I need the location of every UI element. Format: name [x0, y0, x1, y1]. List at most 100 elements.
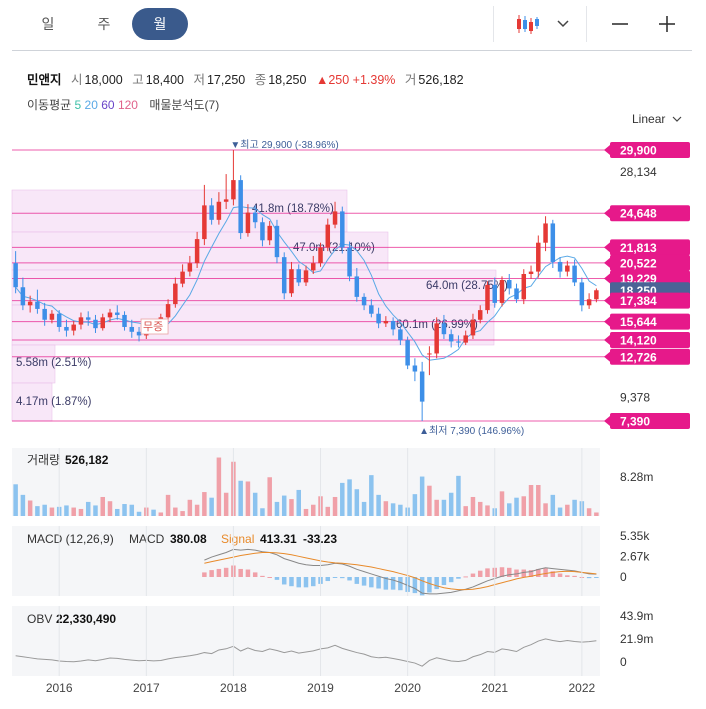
chart-type-dropdown[interactable]: [548, 10, 578, 38]
tab-month[interactable]: 월: [132, 8, 188, 40]
macd-histogram-bar: [311, 577, 316, 587]
zoom-in-button[interactable]: [647, 10, 687, 38]
chart-type-button[interactable]: [508, 10, 548, 38]
volume-bar: [390, 503, 396, 516]
candle-body: [347, 247, 352, 277]
volume-bar: [78, 508, 84, 516]
macd-histogram-bar: [245, 569, 251, 577]
volume-profile-label[interactable]: 매물분석도(7): [149, 98, 220, 112]
candle-body: [20, 287, 26, 306]
volume-bar: [361, 501, 367, 516]
macd-histogram-bar: [536, 568, 541, 577]
macd-histogram-bar: [361, 577, 367, 586]
candle-body: [470, 319, 476, 336]
volume-bar: [42, 504, 47, 516]
price-axis-label: 28,134: [620, 165, 657, 179]
volume-bar: [369, 475, 374, 516]
macd-histogram-bar: [376, 577, 381, 589]
candle-body: [71, 324, 76, 331]
candlestick-icon: [517, 15, 539, 34]
volume-bar: [419, 476, 425, 516]
candle-body: [579, 282, 585, 306]
zoom-out-button[interactable]: [600, 10, 640, 38]
candle-body: [209, 205, 214, 220]
price-level-tag: [610, 331, 690, 348]
macd-histogram-bar: [594, 577, 599, 578]
candle-body: [13, 263, 18, 288]
volume-bar: [35, 506, 40, 516]
low-marker: ▲최저 7,390 (146.96%): [419, 425, 524, 437]
obv-panel-label: OBV: [27, 612, 52, 626]
volume-panel: 거래량 526,182 8.28m: [12, 448, 653, 516]
low-label: 저: [193, 73, 205, 87]
macd-axis-label: 0: [620, 570, 627, 584]
candle-body: [477, 310, 483, 320]
candle-body: [405, 340, 410, 366]
volume-bar: [151, 509, 156, 516]
price-level-tag: [610, 254, 690, 271]
volume-bar: [572, 499, 577, 516]
volume-profile-bar: [11, 382, 53, 422]
price-level-pointer: [604, 273, 610, 284]
x-axis-label: 2020: [394, 681, 421, 695]
price-level-tag: [610, 239, 690, 256]
macd-histogram-bar: [586, 577, 592, 579]
candle-body: [49, 313, 55, 320]
volume-bar: [187, 499, 193, 516]
volume-bar: [165, 494, 171, 516]
candle-body: [340, 211, 345, 248]
volume-bar: [245, 481, 251, 516]
price-level-tag: [610, 205, 690, 222]
price-level-tag: [610, 313, 690, 330]
ma5-label: 5: [74, 98, 82, 112]
tab-day[interactable]: 일: [41, 16, 55, 32]
macd-histogram-bar: [223, 567, 229, 577]
macd-histogram-bar: [267, 577, 272, 578]
price-level-tag: [610, 142, 690, 158]
volume-bar: [543, 503, 548, 516]
macd-histogram-bar: [347, 577, 352, 581]
volume-bar: [107, 501, 113, 516]
scale-selector[interactable]: Linear: [632, 112, 682, 126]
macd-histogram-bar: [260, 575, 265, 577]
signal-label: Signal: [221, 532, 254, 546]
volume-axis-label: 8.28m: [620, 470, 653, 484]
candle-body: [528, 271, 534, 275]
volume-bar: [485, 505, 490, 516]
candle-body: [441, 323, 447, 335]
volume-bar: [180, 511, 185, 516]
macd-histogram-bar: [463, 576, 468, 578]
obv-axis-label: 0: [620, 655, 627, 669]
toolbar-divider-2: [586, 6, 587, 42]
price-level-pointer: [604, 351, 610, 362]
volume-bar: [427, 485, 432, 516]
candle-body: [318, 247, 323, 264]
volume-bar: [354, 489, 360, 516]
minus-icon: [612, 23, 628, 25]
tab-week[interactable]: 주: [97, 16, 111, 32]
ma-label[interactable]: 이동평균: [27, 98, 72, 112]
price-level-pointer: [604, 316, 610, 327]
volume-bar: [325, 506, 331, 516]
signal-line: [204, 551, 597, 591]
price-level-label: 24,648: [620, 207, 657, 221]
volume-bar: [463, 506, 468, 516]
candle-body: [332, 211, 338, 225]
plus-icon: [659, 16, 675, 32]
candle-body: [390, 320, 396, 330]
price-axis-layer: 29,90028,13424,64821,81320,52219,22918,2…: [604, 142, 690, 429]
price-level-tag: [610, 348, 690, 365]
candle-body: [78, 317, 84, 325]
obv-panel-value: 22,330,490: [56, 612, 116, 626]
macd-histogram-bar: [238, 568, 243, 577]
volume-bar: [289, 499, 294, 516]
volume-bar: [238, 480, 243, 516]
macd-histogram-bar: [274, 577, 280, 580]
candle-body: [107, 312, 113, 318]
candle-body: [325, 224, 331, 248]
toolbar-divider-line: [12, 50, 692, 51]
candle-body: [369, 305, 374, 314]
candle-body: [383, 320, 389, 324]
price-level-tag: [610, 413, 690, 429]
